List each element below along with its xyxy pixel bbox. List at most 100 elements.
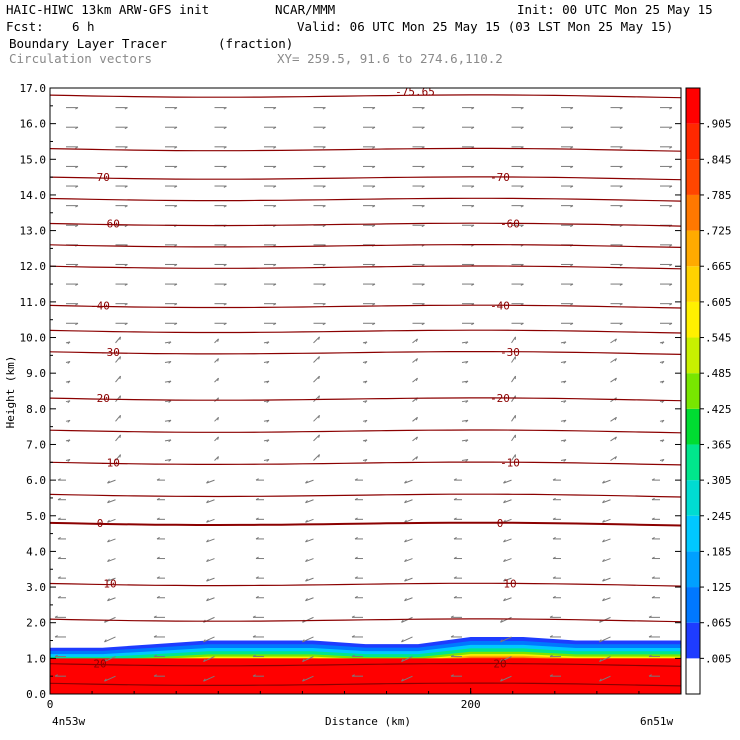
- wind-vector-head: [75, 146, 79, 149]
- wind-vector-head: [465, 341, 469, 345]
- wind-vector-head: [570, 264, 574, 267]
- colorbar-swatch: [686, 622, 700, 659]
- wind-vector-head: [75, 224, 79, 228]
- wind-vector: [302, 656, 314, 663]
- wind-vector-head: [364, 439, 368, 443]
- colorbar-swatch: [686, 123, 700, 160]
- wind-vector: [115, 454, 121, 461]
- wind-vector: [404, 597, 413, 602]
- wind-vector-head: [570, 283, 574, 286]
- wind-vector-head: [266, 439, 270, 443]
- contour-label: -20: [490, 392, 510, 405]
- colorbar-swatch: [686, 515, 700, 552]
- contour-label: 10: [103, 577, 116, 590]
- wind-vector: [511, 454, 516, 461]
- wind-vector-head: [119, 336, 121, 340]
- wind-vector-head: [471, 126, 475, 130]
- wind-vector-head: [223, 165, 227, 169]
- wind-vector: [401, 636, 413, 643]
- contour-line: [49, 222, 682, 227]
- wind-vector-head: [364, 341, 368, 345]
- wind-vector: [610, 358, 617, 363]
- wind-vector-head: [255, 595, 259, 599]
- wind-vector-head: [465, 380, 469, 384]
- wind-vector: [500, 636, 512, 643]
- wind-vector-head: [453, 537, 457, 540]
- wind-vector-head: [602, 480, 605, 484]
- y-tick-label: 7.0: [26, 438, 46, 451]
- wind-vector-head: [322, 264, 326, 267]
- wind-vector-head: [453, 517, 457, 520]
- wind-vector-head: [75, 303, 79, 306]
- wind-vector-head: [302, 678, 305, 682]
- wind-vector-head: [372, 107, 376, 110]
- wind-vector-head: [500, 658, 503, 662]
- wind-vector-head: [500, 678, 503, 682]
- wind-vector-head: [503, 480, 506, 484]
- wind-vector-head: [415, 456, 418, 460]
- wind-vector-head: [273, 244, 277, 247]
- wind-vector: [412, 416, 418, 422]
- wind-vector: [412, 338, 418, 344]
- wind-vector-head: [174, 283, 178, 286]
- y-tick-label: 16.0: [20, 118, 47, 131]
- wind-vector-head: [302, 639, 305, 643]
- wind-vector-head: [661, 361, 665, 364]
- wind-vector-head: [552, 497, 556, 501]
- wind-vector-head: [305, 578, 308, 582]
- wind-vector-head: [156, 537, 160, 540]
- wind-vector: [610, 456, 617, 461]
- wind-vector-head: [273, 322, 277, 326]
- wind-vector-head: [107, 519, 110, 523]
- wind-vector-head: [450, 674, 454, 677]
- wind-vector-head: [57, 497, 61, 501]
- wind-vector: [206, 558, 215, 563]
- wind-vector-head: [318, 434, 320, 438]
- wind-vector-head: [266, 400, 270, 404]
- wind-vector-head: [401, 639, 404, 643]
- wind-vector-head: [67, 380, 71, 384]
- wind-vector-head: [552, 478, 556, 481]
- wind-vector-head: [599, 678, 602, 682]
- wind-vector-head: [552, 517, 556, 520]
- wind-vector-head: [217, 377, 219, 382]
- wind-vector-head: [217, 436, 219, 440]
- wind-vector-head: [255, 478, 259, 481]
- wind-vector-head: [124, 126, 128, 130]
- wind-vector: [206, 479, 215, 484]
- wind-vector-head: [255, 537, 259, 540]
- wind-vector: [503, 558, 512, 563]
- wind-vector: [313, 395, 320, 403]
- wind-vector-head: [570, 224, 574, 228]
- wind-vector-head: [421, 322, 425, 326]
- colorbar-swatch: [686, 88, 700, 124]
- wind-vector: [503, 538, 512, 543]
- wind-vector-head: [273, 107, 277, 110]
- wind-vector-head: [168, 361, 172, 364]
- wind-vector-head: [351, 635, 355, 638]
- wind-vector-head: [404, 578, 407, 582]
- wind-vector-head: [168, 400, 172, 403]
- wind-vector-head: [273, 146, 277, 149]
- wind-vector: [302, 616, 314, 623]
- field-units: (fraction): [218, 36, 294, 51]
- wind-vector-head: [252, 654, 256, 658]
- wind-vector: [610, 338, 617, 344]
- wind-vector-head: [364, 459, 368, 462]
- wind-vector-head: [602, 558, 605, 562]
- wind-vector: [511, 375, 516, 383]
- wind-vector-head: [563, 380, 567, 384]
- wind-vector-head: [174, 322, 178, 326]
- wind-vector-head: [552, 595, 556, 599]
- wind-vector: [511, 336, 516, 344]
- wind-vector-head: [364, 419, 368, 423]
- wind-vector-head: [273, 205, 277, 208]
- wind-vector-head: [415, 377, 418, 382]
- wind-vector-head: [124, 205, 128, 208]
- wind-vector-head: [54, 674, 58, 677]
- wind-vector-head: [599, 639, 602, 643]
- wind-vector-head: [520, 283, 524, 286]
- wind-vector-head: [661, 380, 665, 384]
- wind-vector-head: [305, 480, 308, 484]
- wind-vector-head: [619, 126, 623, 130]
